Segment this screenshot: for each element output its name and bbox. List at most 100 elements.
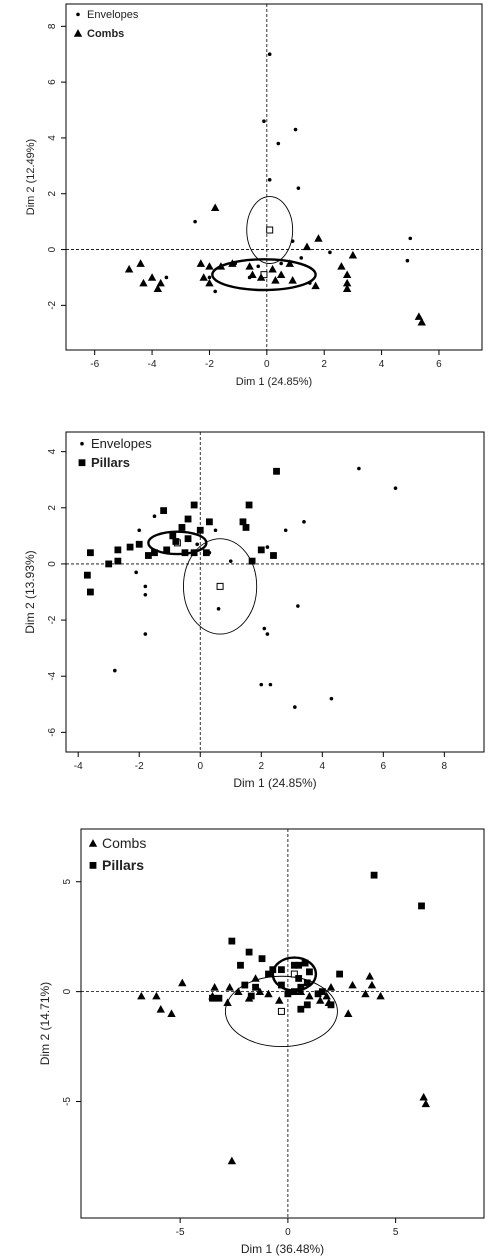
data-point bbox=[239, 518, 247, 526]
data-point bbox=[215, 994, 223, 1002]
data-point bbox=[329, 696, 334, 701]
data-point bbox=[164, 275, 169, 280]
data-point bbox=[205, 278, 214, 287]
data-point bbox=[283, 528, 288, 533]
data-point bbox=[256, 264, 261, 269]
data-point bbox=[156, 1005, 165, 1013]
data-point bbox=[264, 989, 273, 998]
data-point bbox=[376, 991, 385, 1000]
data-point bbox=[172, 538, 180, 545]
data-point bbox=[202, 549, 210, 557]
data-point bbox=[267, 52, 272, 57]
x-tick-label: -2 bbox=[135, 761, 144, 772]
data-point bbox=[252, 983, 259, 991]
data-point bbox=[293, 705, 297, 709]
data-point bbox=[178, 524, 186, 531]
data-point bbox=[421, 1099, 431, 1108]
data-point bbox=[135, 540, 143, 548]
legend-label: Combs bbox=[102, 835, 146, 851]
data-point bbox=[314, 990, 322, 998]
centroid-marker bbox=[290, 970, 298, 978]
data-point bbox=[209, 994, 216, 1002]
data-point bbox=[285, 259, 294, 267]
y-tick-label: 0 bbox=[47, 246, 58, 252]
data-point bbox=[414, 312, 424, 320]
chart-combs-envelopes: -6 -4 -2 0 2 4 6 -2 0 2 4 6 8 Dim 1 (24.85%) Dim 2 (12… bbox=[25, 3, 483, 388]
data-point bbox=[153, 284, 163, 292]
legend-label: Envelopes bbox=[87, 9, 139, 21]
data-point bbox=[348, 980, 357, 989]
data-point bbox=[241, 981, 249, 989]
data-point bbox=[147, 273, 157, 281]
data-point bbox=[190, 549, 198, 557]
data-point bbox=[251, 974, 260, 982]
data-point bbox=[258, 955, 266, 963]
data-point bbox=[227, 1156, 237, 1165]
data-point bbox=[284, 990, 292, 998]
data-point bbox=[152, 514, 157, 519]
y-tick-label: 8 bbox=[47, 23, 58, 29]
data-point bbox=[295, 975, 303, 982]
confidence-ellipse bbox=[224, 975, 338, 1048]
data-point bbox=[365, 972, 374, 980]
data-point bbox=[418, 902, 425, 910]
data-point bbox=[144, 552, 152, 559]
data-point bbox=[210, 983, 219, 991]
data-point bbox=[143, 593, 148, 597]
data-point bbox=[151, 549, 158, 557]
x-tick-label: 6 bbox=[381, 761, 387, 772]
data-point bbox=[228, 259, 237, 267]
data-point bbox=[328, 250, 332, 255]
legend-marker bbox=[78, 459, 86, 467]
data-point bbox=[297, 983, 305, 991]
data-point bbox=[195, 542, 199, 547]
legend-marker bbox=[80, 441, 84, 446]
data-point bbox=[156, 278, 165, 287]
data-point bbox=[248, 557, 256, 565]
data-point bbox=[245, 948, 253, 956]
data-point bbox=[342, 270, 352, 279]
data-point bbox=[206, 518, 213, 526]
data-point bbox=[278, 981, 285, 989]
data-point bbox=[316, 996, 325, 1004]
data-point bbox=[326, 983, 336, 991]
data-point bbox=[262, 119, 266, 123]
y-tick-label: 4 bbox=[47, 135, 58, 141]
data-point bbox=[124, 264, 134, 273]
legend-label: Pillars bbox=[91, 455, 130, 470]
data-point bbox=[327, 1001, 335, 1009]
data-point bbox=[267, 177, 272, 182]
data-point bbox=[216, 607, 221, 611]
data-point bbox=[342, 284, 352, 292]
data-point bbox=[196, 526, 204, 534]
data-point bbox=[405, 258, 410, 263]
data-point bbox=[87, 588, 94, 596]
data-point bbox=[419, 1092, 428, 1101]
y-tick-label: -2 bbox=[47, 615, 58, 624]
legend-marker bbox=[76, 12, 80, 17]
x-tick-label: -5 bbox=[176, 1227, 185, 1238]
data-point bbox=[275, 996, 284, 1004]
data-point bbox=[137, 528, 142, 533]
data-point bbox=[143, 584, 148, 589]
data-point bbox=[134, 570, 138, 575]
centroid-marker bbox=[277, 1007, 285, 1015]
data-point bbox=[314, 234, 323, 242]
x-tick-label: 4 bbox=[379, 359, 385, 370]
data-point bbox=[408, 236, 413, 241]
x-tick-label: 0 bbox=[264, 359, 270, 370]
y-tick-label: 0 bbox=[62, 988, 73, 994]
data-point bbox=[305, 991, 314, 1000]
data-point bbox=[344, 1009, 353, 1017]
data-point bbox=[83, 571, 91, 579]
plot-frame bbox=[65, 431, 485, 753]
data-point bbox=[288, 276, 297, 284]
data-point bbox=[210, 203, 220, 212]
data-point bbox=[295, 961, 303, 969]
x-axis-label: Dim 1 (24.85%) bbox=[236, 376, 312, 388]
data-point bbox=[136, 259, 145, 267]
legend-marker bbox=[88, 839, 98, 847]
data-point bbox=[105, 560, 113, 568]
data-point bbox=[262, 626, 267, 631]
data-point bbox=[184, 515, 192, 523]
